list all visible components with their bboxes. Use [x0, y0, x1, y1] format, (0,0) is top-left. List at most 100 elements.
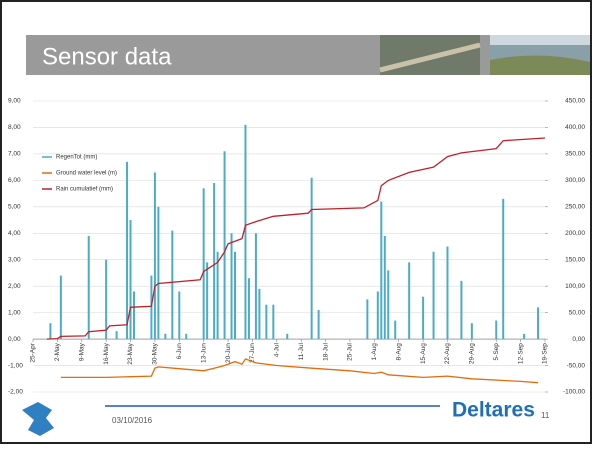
y2-tick-label: 350,00	[565, 151, 585, 158]
bar	[230, 233, 233, 340]
bar	[126, 161, 129, 340]
x-tick-label: 15-Aug	[420, 343, 427, 364]
bar	[115, 331, 118, 340]
bar	[258, 288, 261, 340]
bar	[216, 251, 219, 340]
y2-tick-label: 300,00	[565, 177, 585, 184]
y2-tick-label: 0,00	[572, 336, 585, 343]
x-tick-label: 29-Aug	[469, 343, 476, 364]
bar	[129, 220, 132, 340]
chart: -2,00 -1,00 0,00 1,00 2,00 3,00 4,00 5,00 6,00 7,…	[4, 95, 588, 397]
bar	[394, 320, 397, 340]
bar	[537, 307, 540, 340]
x-tick-label: 9-May	[78, 342, 85, 361]
bar	[446, 246, 449, 340]
y2-tick-label: 100,00	[565, 283, 585, 290]
bar	[495, 320, 498, 340]
y-tick-label: 8,00	[8, 124, 21, 131]
bar	[150, 275, 153, 340]
page-number: 11	[541, 411, 550, 420]
bar	[470, 323, 473, 340]
bar	[206, 262, 209, 340]
bar	[366, 299, 369, 340]
y2-tick-label: -100,00	[563, 389, 585, 396]
plot-area	[4, 95, 588, 397]
x-tick-label: 27-Jun	[249, 343, 256, 363]
x-tick-label: 23-May	[127, 342, 134, 364]
bar	[383, 235, 386, 340]
bar	[376, 291, 379, 340]
bar	[59, 275, 62, 340]
bar	[460, 280, 463, 340]
photo-bridge-deck	[379, 42, 481, 73]
legend-label: RegenTot (mm)	[56, 155, 97, 161]
bar	[387, 270, 390, 340]
y2-tick-label: 150,00	[565, 256, 585, 263]
y-tick-label: 6,00	[8, 177, 21, 184]
x-tick-label: 12-Sep	[517, 343, 524, 364]
y2-tick-label: 450,00	[565, 98, 585, 105]
bar	[317, 309, 320, 340]
bar	[223, 151, 226, 340]
x-tick-label: 19-Sep	[542, 343, 549, 364]
x-tick-label: 22-Aug	[444, 343, 451, 364]
bar	[153, 172, 156, 340]
bar	[502, 198, 505, 340]
y-tick-label: 2,00	[8, 283, 21, 290]
y-tick-label: 4,00	[8, 230, 21, 237]
y-tick-label: 0,00	[8, 336, 21, 343]
y-tick-label: 3,00	[8, 256, 21, 263]
slide-title: Sensor data	[42, 43, 172, 70]
bar	[422, 296, 425, 340]
bar	[234, 251, 237, 340]
line	[46, 137, 546, 340]
bar	[164, 333, 167, 340]
x-tick-label: 6-Jun	[176, 343, 183, 360]
x-tick-label: 5-Sep	[493, 343, 500, 361]
y2-tick-label: 50,00	[569, 309, 586, 316]
x-tick-label: 30-May	[152, 342, 159, 364]
bar	[213, 183, 216, 340]
y-tick-label: -2,00	[8, 389, 23, 396]
y-tick-label: 5,00	[8, 204, 21, 211]
line	[60, 358, 539, 384]
x-tick-label: 25-Jul	[347, 343, 354, 361]
y2-tick-label: -50,00	[567, 362, 586, 369]
logo-icon	[22, 402, 54, 436]
bar	[265, 304, 268, 340]
bar	[272, 304, 275, 340]
y2-tick-label: 250,00	[565, 204, 585, 211]
x-tick-label: 20-Jun	[225, 343, 232, 363]
bar	[247, 278, 250, 340]
legend-label: Ground water level (m)	[56, 171, 117, 177]
bar	[254, 233, 257, 340]
y-tick-label: -1,00	[8, 362, 23, 369]
bar	[133, 291, 136, 340]
footer-logo: Deltares	[452, 399, 535, 422]
x-tick-label: 25-Apr	[30, 342, 37, 362]
y2-tick-label: 400,00	[565, 124, 585, 131]
bar	[408, 262, 411, 340]
y-tick-label: 9,00	[8, 98, 21, 105]
y-tick-label: 7,00	[8, 151, 21, 158]
y2-tick-label: 200,00	[565, 230, 585, 237]
x-tick-label: 8-Aug	[395, 343, 402, 361]
x-tick-label: 1-Aug	[371, 343, 378, 361]
x-tick-label: 11-Jul	[298, 343, 305, 361]
bar	[185, 333, 188, 340]
bar	[87, 235, 90, 340]
bar	[157, 206, 160, 340]
legend-label: Rain cumulatief (mm)	[56, 187, 113, 193]
x-tick-label: 13-Jun	[200, 343, 207, 363]
photo-river-land	[490, 55, 590, 75]
bar	[380, 201, 383, 340]
bar	[310, 177, 313, 340]
x-tick-label: 16-May	[103, 342, 110, 364]
x-tick-label: 4-Jul	[274, 343, 281, 358]
bar	[432, 251, 435, 340]
bar	[202, 188, 205, 340]
x-tick-label: 18-Jul	[322, 343, 329, 361]
footer-date: 03/10/2016	[112, 416, 153, 425]
bar	[286, 333, 289, 340]
